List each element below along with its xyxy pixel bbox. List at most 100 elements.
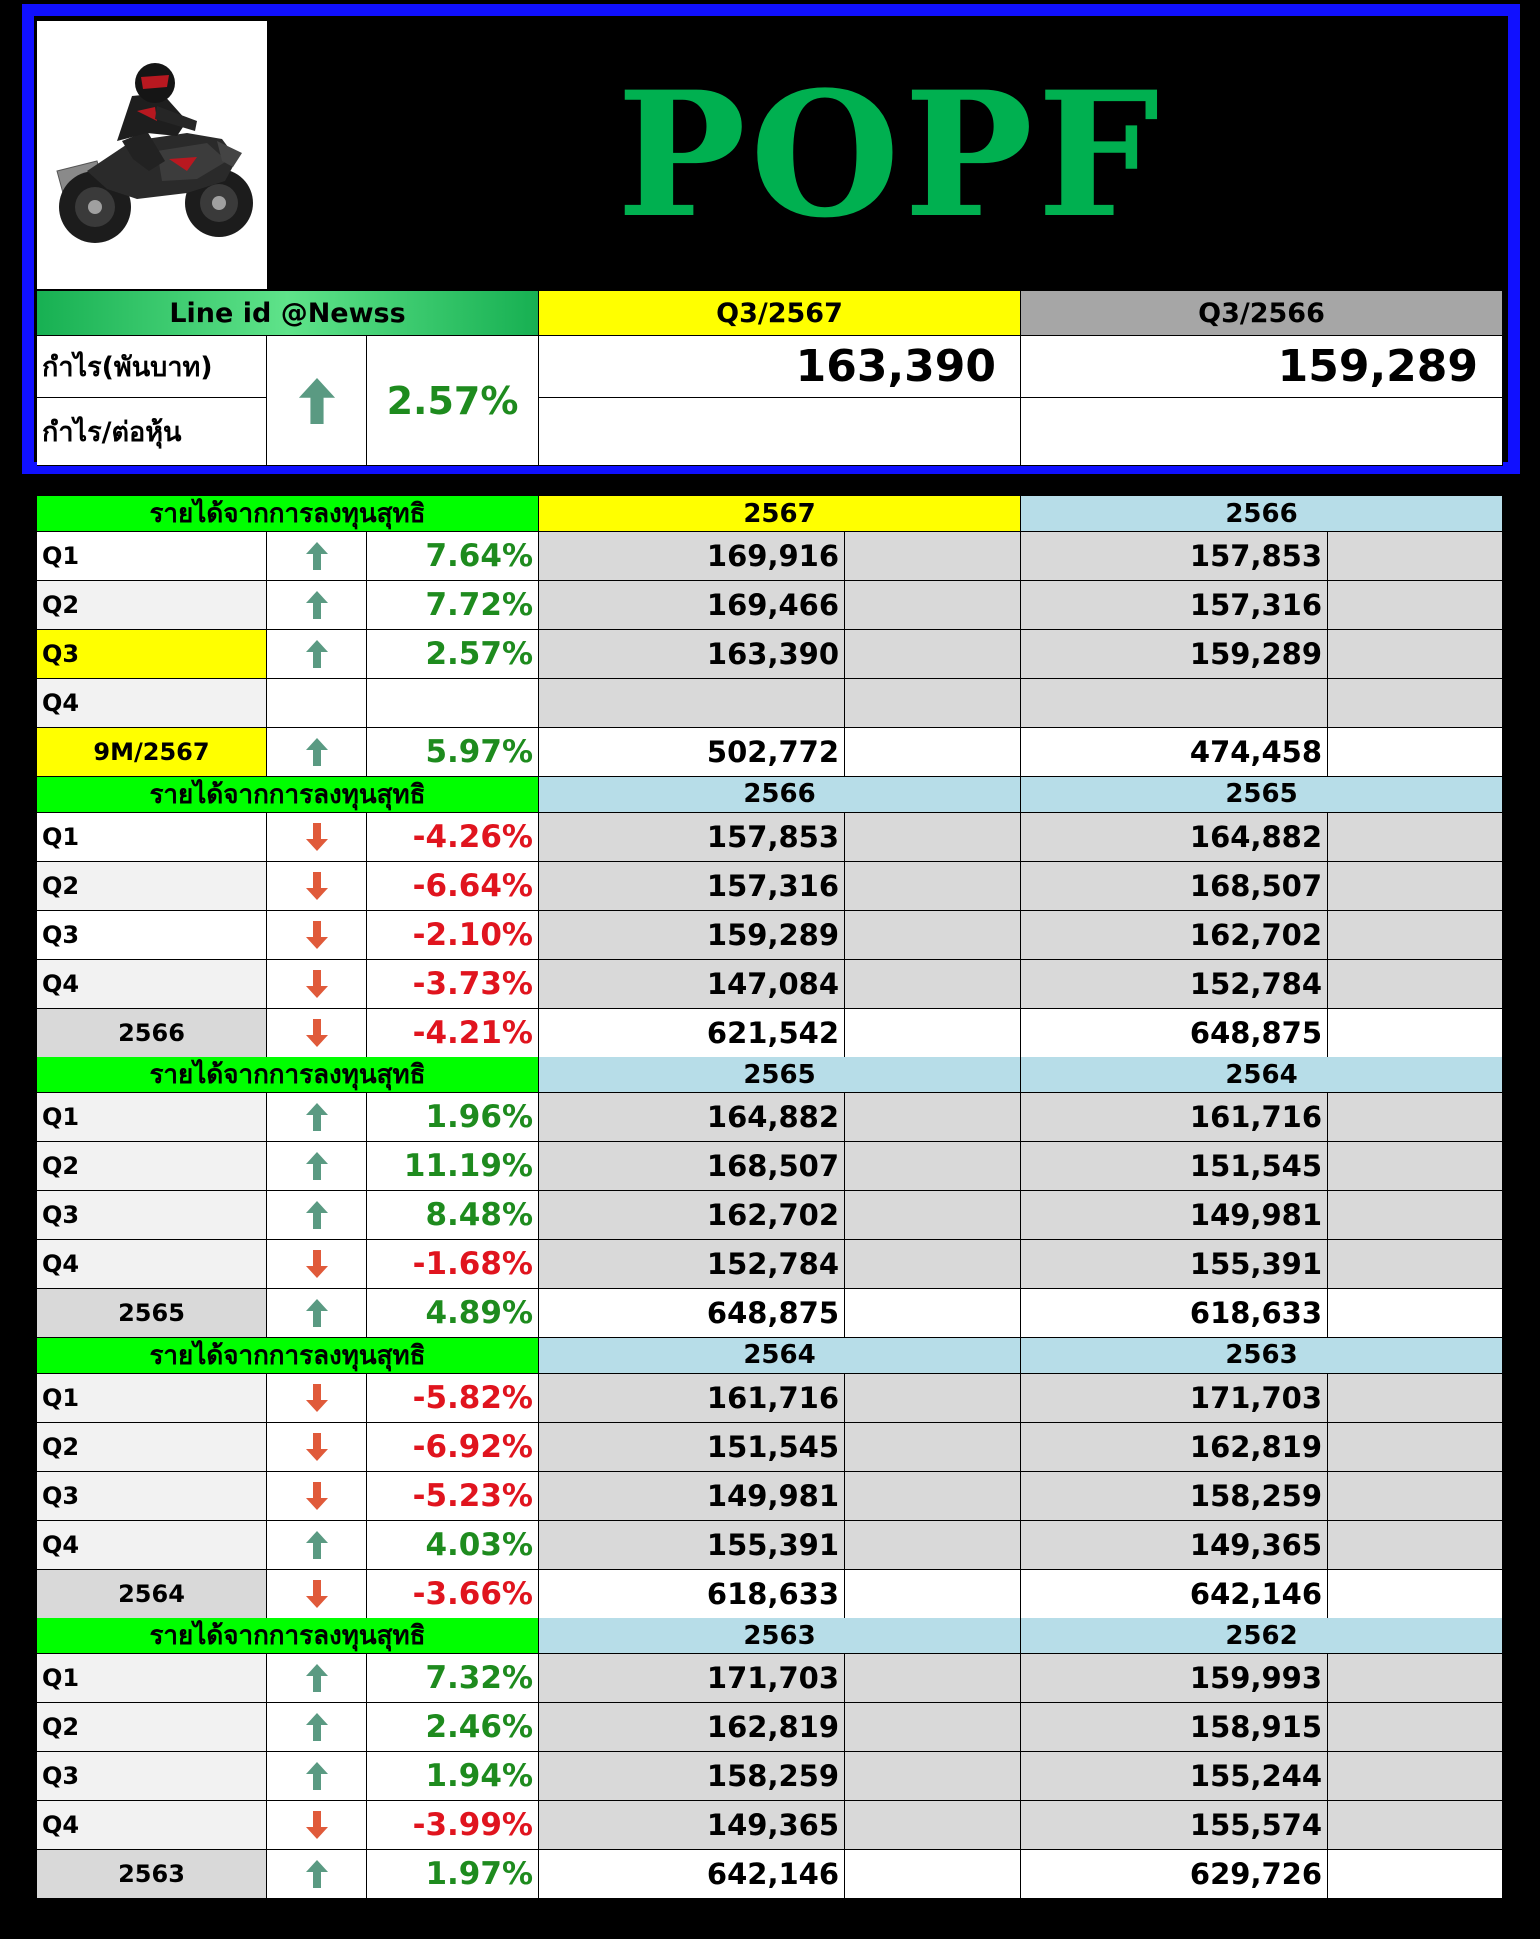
value-year-a-spacer xyxy=(845,1191,1021,1240)
motorcycle-logo xyxy=(37,21,267,289)
value-year-a-spacer xyxy=(845,1654,1021,1703)
value-year-b-spacer xyxy=(1328,1471,1503,1521)
value-year-a-spacer xyxy=(845,1471,1021,1521)
section-year-b-header: 2565 xyxy=(1021,776,1503,813)
total-row-label: 2563 xyxy=(37,1850,267,1899)
total-row-label: 2566 xyxy=(37,1008,267,1058)
value-year-a: 157,853 xyxy=(539,812,845,862)
value-year-a-spacer xyxy=(845,1569,1021,1619)
section-header-label: รายได้จากการลงทุนสุทธิ xyxy=(37,496,539,532)
value-year-a-spacer xyxy=(845,1093,1021,1142)
change-percent: 7.72% xyxy=(367,581,539,630)
value-year-a: 164,882 xyxy=(539,1093,845,1142)
value-year-b-spacer xyxy=(1328,861,1503,911)
quarter-label: Q1 xyxy=(37,1373,267,1423)
value-year-a: 149,981 xyxy=(539,1471,845,1521)
value-year-b-spacer xyxy=(1328,1422,1503,1472)
motorcycle-rider-icon xyxy=(37,21,267,289)
value-year-b: 157,316 xyxy=(1021,581,1328,630)
value-year-a-spacer xyxy=(845,1008,1021,1058)
value-year-b: 151,545 xyxy=(1021,1142,1328,1191)
change-percent: 7.64% xyxy=(367,532,539,581)
quarter-label: Q2 xyxy=(37,861,267,911)
quarter-label: Q4 xyxy=(37,959,267,1009)
value-year-b: 629,726 xyxy=(1021,1850,1328,1899)
value-year-b: 161,716 xyxy=(1021,1093,1328,1142)
change-percent: 2.46% xyxy=(367,1703,539,1752)
value-year-b-spacer xyxy=(1328,532,1503,581)
value-year-b: 162,819 xyxy=(1021,1422,1328,1472)
trend-arrow-up-icon xyxy=(267,1191,367,1240)
trend-arrow-down-icon xyxy=(267,861,367,911)
quarter-label: Q4 xyxy=(37,679,267,728)
value-year-a xyxy=(539,679,845,728)
value-year-a: 642,146 xyxy=(539,1850,845,1899)
quarter-label: Q3 xyxy=(37,630,267,679)
value-year-a-spacer xyxy=(845,1289,1021,1338)
value-year-a: 162,702 xyxy=(539,1191,845,1240)
value-year-a: 618,633 xyxy=(539,1569,845,1619)
section-header-label: รายได้จากการลงทุนสุทธิ xyxy=(37,1618,539,1654)
trend-arrow-up-icon xyxy=(267,1703,367,1752)
trend-arrow-up-icon xyxy=(267,1142,367,1191)
header-change-percent: 2.57% xyxy=(367,336,539,466)
section-year-b-header: 2563 xyxy=(1021,1337,1503,1374)
value-year-a: 151,545 xyxy=(539,1422,845,1472)
quarter-label: Q2 xyxy=(37,581,267,630)
trend-arrow-up-icon xyxy=(267,1520,367,1570)
value-year-a-spacer xyxy=(845,1850,1021,1899)
value-year-a-spacer xyxy=(845,1373,1021,1423)
value-year-a-spacer xyxy=(845,1142,1021,1191)
value-year-a: 157,316 xyxy=(539,861,845,911)
section-year-b-header: 2564 xyxy=(1021,1057,1503,1093)
value-year-a-spacer xyxy=(845,1703,1021,1752)
section-year-a-header: 2564 xyxy=(539,1337,1021,1374)
value-year-b-spacer xyxy=(1328,959,1503,1009)
section-header-label: รายได้จากการลงทุนสุทธิ xyxy=(37,1337,539,1374)
trend-arrow-down-icon xyxy=(267,1422,367,1472)
change-percent: 2.57% xyxy=(367,630,539,679)
trend-arrow-down-icon xyxy=(267,1373,367,1423)
value-year-a: 149,365 xyxy=(539,1801,845,1850)
value-year-a: 163,390 xyxy=(539,630,845,679)
change-percent: 8.48% xyxy=(367,1191,539,1240)
trend-arrow-up-icon xyxy=(267,1289,367,1338)
value-year-a-spacer xyxy=(845,728,1021,777)
quarter-label: Q4 xyxy=(37,1240,267,1289)
section-year-b-header: 2562 xyxy=(1021,1618,1503,1654)
change-percent: -2.10% xyxy=(367,910,539,960)
value-year-b-spacer xyxy=(1328,1008,1503,1058)
quarter-label: Q2 xyxy=(37,1703,267,1752)
value-year-b xyxy=(1021,679,1328,728)
value-year-b: 158,259 xyxy=(1021,1471,1328,1521)
quarter-label: Q3 xyxy=(37,910,267,960)
quarter-label: Q4 xyxy=(37,1801,267,1850)
change-percent xyxy=(367,679,539,728)
value-year-b: 149,365 xyxy=(1021,1520,1328,1570)
quarter-label: Q1 xyxy=(37,1654,267,1703)
change-percent: -3.73% xyxy=(367,959,539,1009)
trend-arrow-down-icon xyxy=(267,959,367,1009)
value-year-a: 152,784 xyxy=(539,1240,845,1289)
value-year-a: 161,716 xyxy=(539,1373,845,1423)
value-year-b-spacer xyxy=(1328,728,1503,777)
header-trend-arrow-up-icon xyxy=(267,336,367,466)
change-percent: -4.21% xyxy=(367,1008,539,1058)
quarter-label: Q4 xyxy=(37,1520,267,1570)
value-year-b-spacer xyxy=(1328,1569,1503,1619)
change-percent: 1.94% xyxy=(367,1752,539,1801)
quarter-label: Q2 xyxy=(37,1142,267,1191)
trend-arrow-up-icon xyxy=(267,1093,367,1142)
value-year-b-spacer xyxy=(1328,1703,1503,1752)
value-year-b-spacer xyxy=(1328,1289,1503,1338)
change-percent: -6.64% xyxy=(367,861,539,911)
quarter-label: Q1 xyxy=(37,532,267,581)
value-year-a-spacer xyxy=(845,910,1021,960)
value-year-a-spacer xyxy=(845,1520,1021,1570)
value-year-a: 621,542 xyxy=(539,1008,845,1058)
trend-arrow-down-icon xyxy=(267,1008,367,1058)
value-year-a-spacer xyxy=(845,1801,1021,1850)
value-year-a-spacer xyxy=(845,679,1021,728)
value-year-a-spacer xyxy=(845,581,1021,630)
value-year-a: 169,466 xyxy=(539,581,845,630)
